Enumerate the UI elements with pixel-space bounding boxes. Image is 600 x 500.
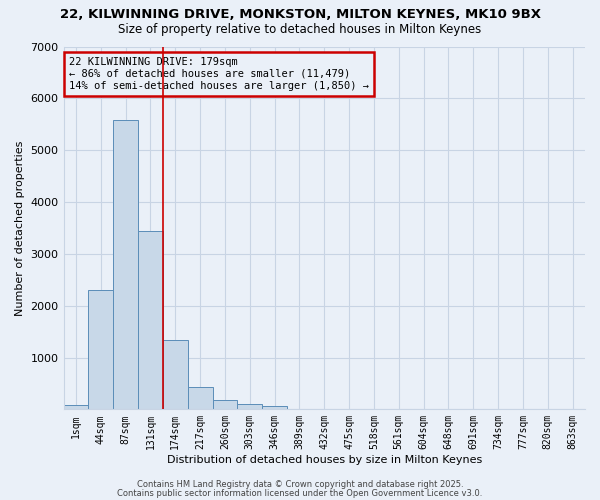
Bar bbox=[113, 120, 138, 410]
Text: Size of property relative to detached houses in Milton Keynes: Size of property relative to detached ho… bbox=[118, 22, 482, 36]
Bar bbox=[262, 406, 287, 409]
Text: Contains public sector information licensed under the Open Government Licence v3: Contains public sector information licen… bbox=[118, 488, 482, 498]
Bar bbox=[188, 387, 212, 409]
Bar bbox=[64, 406, 88, 409]
Bar bbox=[138, 230, 163, 410]
Y-axis label: Number of detached properties: Number of detached properties bbox=[15, 140, 25, 316]
Bar bbox=[238, 404, 262, 409]
Text: 22 KILWINNING DRIVE: 179sqm
← 86% of detached houses are smaller (11,479)
14% of: 22 KILWINNING DRIVE: 179sqm ← 86% of det… bbox=[69, 58, 369, 90]
Text: Contains HM Land Registry data © Crown copyright and database right 2025.: Contains HM Land Registry data © Crown c… bbox=[137, 480, 463, 489]
Text: 22, KILWINNING DRIVE, MONKSTON, MILTON KEYNES, MK10 9BX: 22, KILWINNING DRIVE, MONKSTON, MILTON K… bbox=[59, 8, 541, 20]
Bar bbox=[88, 290, 113, 410]
Bar bbox=[163, 340, 188, 409]
X-axis label: Distribution of detached houses by size in Milton Keynes: Distribution of detached houses by size … bbox=[167, 455, 482, 465]
Bar bbox=[212, 400, 238, 409]
